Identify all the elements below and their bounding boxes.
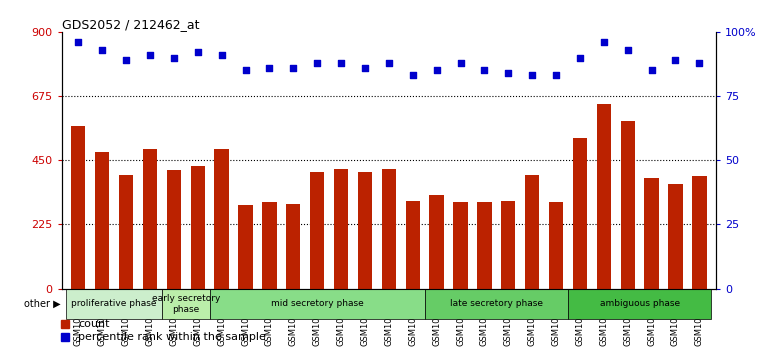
Bar — [477, 202, 491, 289]
Bar — [382, 169, 396, 289]
Point — [526, 73, 538, 78]
Point — [335, 60, 347, 65]
Bar — [310, 172, 324, 289]
Point — [216, 52, 228, 58]
Point — [693, 60, 705, 65]
Point — [407, 73, 419, 78]
Bar — [166, 170, 181, 289]
Point — [359, 65, 371, 71]
Text: percentile rank within the sample: percentile rank within the sample — [78, 332, 266, 342]
Text: early secretory
phase: early secretory phase — [152, 294, 220, 314]
Point — [311, 60, 323, 65]
Bar — [425, 289, 568, 319]
Bar — [142, 149, 157, 289]
Text: late secretory phase: late secretory phase — [450, 299, 543, 308]
Bar — [597, 104, 611, 289]
Point — [550, 73, 562, 78]
Bar — [66, 289, 162, 319]
Point — [430, 68, 443, 73]
Point — [120, 57, 132, 63]
Point — [598, 39, 610, 45]
Point — [574, 55, 586, 60]
Bar — [215, 149, 229, 289]
Point — [478, 68, 490, 73]
Bar — [286, 204, 300, 289]
Point — [96, 47, 109, 53]
Bar — [430, 195, 444, 289]
Bar — [644, 178, 659, 289]
Bar — [692, 176, 707, 289]
Text: GDS2052 / 212462_at: GDS2052 / 212462_at — [62, 18, 199, 31]
Point — [239, 68, 252, 73]
Bar — [501, 201, 515, 289]
Bar — [119, 175, 133, 289]
Point — [454, 60, 467, 65]
Bar — [568, 289, 711, 319]
Bar — [162, 289, 209, 319]
Bar — [239, 205, 253, 289]
Text: proliferative phase: proliferative phase — [72, 299, 157, 308]
Point — [669, 57, 681, 63]
Bar — [209, 289, 425, 319]
Point — [383, 60, 395, 65]
Bar — [454, 202, 467, 289]
Point — [144, 52, 156, 58]
Bar — [406, 201, 420, 289]
Point — [287, 65, 300, 71]
Bar — [191, 166, 205, 289]
Bar — [525, 175, 539, 289]
Bar — [358, 172, 372, 289]
Text: other ▶: other ▶ — [25, 299, 61, 309]
Point — [621, 47, 634, 53]
Point — [72, 39, 85, 45]
Bar — [621, 121, 635, 289]
Bar — [549, 202, 563, 289]
Text: count: count — [78, 319, 109, 330]
Point — [645, 68, 658, 73]
Point — [263, 65, 276, 71]
Text: ambiguous phase: ambiguous phase — [600, 299, 680, 308]
Bar — [95, 152, 109, 289]
Point — [502, 70, 514, 76]
Bar — [573, 138, 587, 289]
Bar — [668, 184, 683, 289]
Point — [168, 55, 180, 60]
Bar — [71, 126, 85, 289]
Text: mid secretory phase: mid secretory phase — [271, 299, 363, 308]
Bar — [334, 169, 348, 289]
Bar — [263, 202, 276, 289]
Point — [192, 50, 204, 55]
